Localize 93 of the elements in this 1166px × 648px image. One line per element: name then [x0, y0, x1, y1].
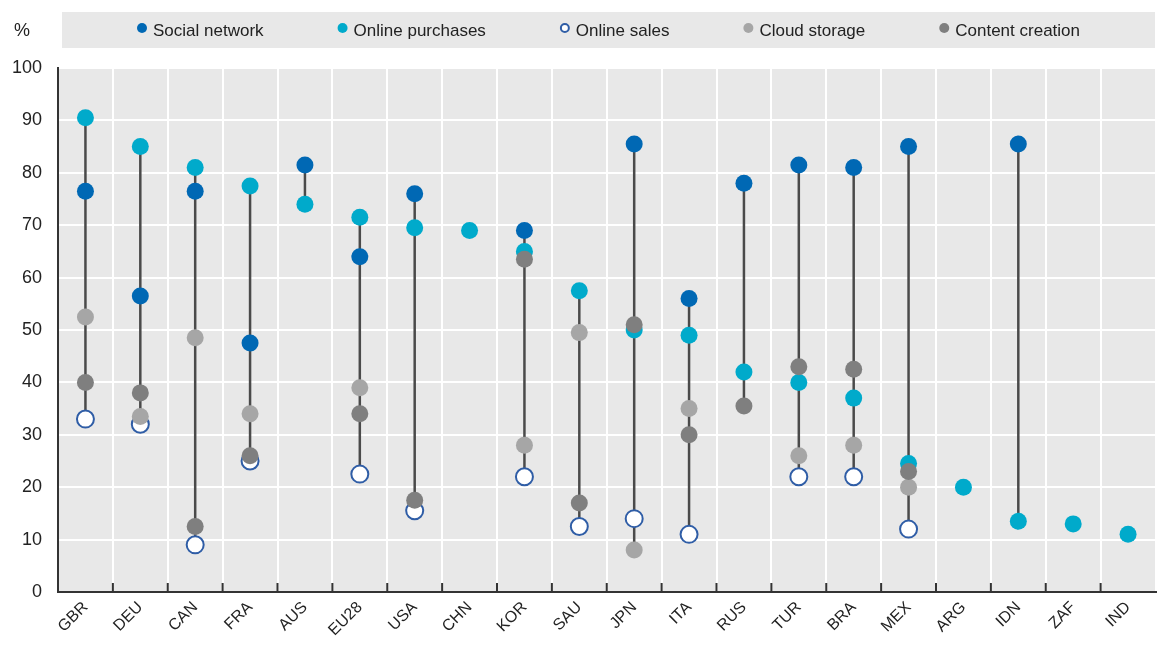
point — [735, 174, 753, 192]
point — [570, 494, 588, 512]
point — [241, 334, 259, 352]
legend-label: Social network — [153, 20, 265, 40]
point — [131, 287, 149, 305]
legend-label: Online sales — [575, 20, 670, 40]
point — [680, 290, 698, 308]
y-tick-label: 20 — [21, 476, 42, 497]
point — [790, 447, 808, 465]
y-axis-title: % — [14, 19, 31, 40]
x-tick-label: BRA — [823, 597, 860, 634]
point — [296, 156, 314, 174]
point — [351, 248, 369, 266]
point — [570, 324, 588, 342]
point — [76, 373, 94, 391]
point — [515, 436, 533, 454]
legend-label: Content creation — [955, 20, 1080, 40]
point — [570, 282, 588, 300]
point — [131, 407, 149, 425]
point — [1064, 515, 1082, 533]
point — [624, 509, 644, 529]
point — [296, 195, 314, 213]
point — [900, 462, 918, 480]
y-tick-label: 50 — [21, 318, 42, 339]
x-tick-label: ITA — [665, 597, 695, 627]
y-tick-label: 60 — [21, 266, 42, 287]
point — [845, 159, 863, 177]
point — [241, 447, 259, 465]
x-tick-label: IND — [1101, 598, 1134, 630]
point — [131, 138, 149, 156]
point — [789, 467, 809, 487]
point — [351, 379, 369, 397]
x-tick-label: IDN — [992, 598, 1024, 630]
point — [625, 316, 643, 334]
point — [186, 159, 204, 177]
point — [790, 358, 808, 376]
point — [76, 109, 94, 127]
point — [680, 400, 698, 418]
point — [954, 478, 972, 496]
point — [350, 464, 370, 484]
point — [845, 389, 863, 407]
point — [186, 518, 204, 535]
point — [1009, 135, 1027, 153]
point — [406, 219, 424, 237]
point — [241, 405, 259, 423]
point — [241, 177, 259, 195]
point — [569, 517, 589, 536]
point — [735, 397, 753, 415]
x-tick-label: JPN — [606, 598, 640, 632]
legend-label: Cloud storage — [759, 20, 866, 40]
point — [351, 208, 369, 226]
x-tick-label: FRA — [220, 597, 256, 633]
point — [790, 156, 808, 174]
point — [515, 221, 533, 239]
point — [735, 363, 753, 381]
point — [461, 221, 479, 239]
legend-label: Online purchases — [353, 20, 486, 40]
point — [1009, 512, 1027, 530]
point — [406, 185, 424, 203]
point — [679, 524, 699, 544]
point — [351, 405, 369, 423]
point — [186, 329, 204, 347]
point — [625, 541, 643, 559]
y-tick-label: 100 — [11, 56, 42, 77]
y-tick-label: 30 — [21, 423, 42, 444]
point — [514, 467, 534, 487]
point — [185, 535, 205, 555]
point — [625, 135, 643, 153]
point — [845, 360, 863, 378]
point — [844, 467, 864, 487]
point — [406, 491, 424, 509]
point — [1119, 525, 1137, 543]
point — [131, 384, 149, 402]
point — [680, 326, 698, 344]
y-tick-label: 0 — [31, 580, 42, 601]
point — [76, 308, 94, 326]
y-tick-label: 80 — [21, 161, 42, 182]
point — [76, 182, 94, 200]
y-tick-label: 70 — [21, 214, 42, 235]
point — [899, 519, 919, 539]
point — [790, 373, 808, 391]
point — [680, 426, 698, 444]
point — [900, 138, 918, 156]
point — [845, 436, 863, 454]
point — [900, 478, 918, 496]
x-tick-label: USA — [384, 597, 421, 634]
x-tick-label: TUR — [768, 598, 805, 634]
point — [515, 250, 533, 268]
y-tick-label: 40 — [21, 371, 42, 392]
y-tick-label: 10 — [21, 528, 42, 549]
y-tick-label: 90 — [21, 109, 42, 130]
point — [75, 409, 95, 429]
point — [186, 182, 204, 200]
